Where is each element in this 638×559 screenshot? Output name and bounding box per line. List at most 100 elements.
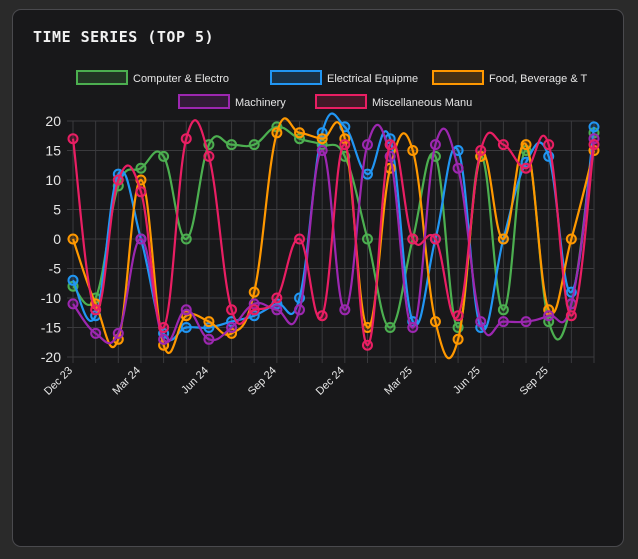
legend-item: Machinery: [178, 94, 286, 109]
card-title: TIME SERIES (TOP 5): [33, 28, 215, 46]
data-point: [226, 322, 238, 333]
series-line: [72, 123, 596, 345]
data-point: [384, 322, 396, 333]
data-point: [294, 127, 306, 139]
data-point: [497, 233, 509, 245]
legend-label: Computer & Electro: [133, 73, 229, 85]
data-point: [158, 333, 170, 345]
data-point: [180, 304, 192, 316]
x-tick-label: Sep 24: [246, 365, 279, 398]
data-point: [180, 233, 192, 245]
data-point: [429, 233, 441, 245]
legend-swatch: [315, 94, 367, 109]
data-point: [226, 139, 238, 151]
y-tick-label: 15: [45, 143, 61, 159]
data-point: [180, 322, 192, 333]
chart-card: TIME SERIES (TOP 5): [12, 9, 624, 547]
data-point: [361, 339, 373, 351]
data-point: [384, 139, 396, 151]
data-point: [361, 139, 373, 151]
data-point: [203, 316, 215, 328]
data-point: [248, 304, 260, 316]
data-point: [203, 150, 215, 162]
data-point: [271, 292, 283, 304]
y-tick-label: -5: [49, 261, 62, 277]
data-point: [407, 233, 419, 245]
y-tick-label: 5: [53, 202, 61, 218]
data-point: [361, 233, 373, 245]
legend-item: Food, Beverage & T: [432, 70, 588, 85]
data-point: [429, 316, 441, 328]
data-point: [543, 139, 555, 151]
data-point: [67, 274, 79, 286]
data-point: [248, 139, 260, 151]
data-point: [90, 327, 102, 339]
data-point: [339, 304, 351, 316]
data-point: [158, 150, 170, 162]
data-point: [294, 304, 306, 316]
data-point: [135, 162, 147, 174]
legend-item: Miscellaneous Manu: [315, 94, 472, 109]
data-point: [203, 333, 215, 345]
data-point: [112, 327, 124, 339]
data-point: [361, 168, 373, 180]
data-point: [90, 304, 102, 316]
data-point: [316, 310, 328, 322]
data-point: [316, 133, 328, 145]
data-point: [316, 145, 328, 156]
y-tick-label: 20: [45, 113, 61, 129]
data-point: [588, 139, 600, 151]
data-point: [565, 233, 577, 245]
y-tick-label: -15: [41, 320, 61, 336]
data-point: [565, 310, 577, 322]
data-point: [67, 233, 79, 245]
data-point: [452, 162, 464, 174]
data-point: [407, 145, 419, 156]
x-tick-label: Mar 24: [110, 365, 143, 398]
data-point: [294, 233, 306, 245]
x-tick-label: Sep 25: [518, 365, 551, 398]
x-tick-label: Dec 23: [42, 365, 75, 398]
x-tick-label: Mar 25: [382, 365, 415, 398]
data-point: [158, 322, 170, 333]
data-point: [452, 333, 464, 345]
y-tick-label: -10: [41, 290, 61, 306]
data-point: [339, 139, 351, 151]
data-point: [497, 139, 509, 151]
legend-swatch: [178, 94, 230, 109]
data-point: [67, 298, 79, 310]
data-point: [520, 162, 532, 174]
data-point: [588, 121, 600, 133]
legend-swatch: [270, 70, 322, 85]
y-tick-label: 0: [53, 231, 61, 247]
data-point: [520, 316, 532, 328]
x-tick-label: Jun 24: [179, 365, 211, 397]
legend-swatch: [432, 70, 484, 85]
x-tick-label: Dec 24: [314, 365, 347, 398]
data-point: [497, 316, 509, 328]
legend-label: Miscellaneous Manu: [372, 97, 472, 109]
data-point: [271, 304, 283, 316]
data-point: [271, 127, 283, 139]
data-point: [67, 133, 79, 145]
legend-label: Food, Beverage & T: [489, 73, 588, 85]
y-tick-label: 10: [45, 172, 61, 188]
data-point: [543, 310, 555, 322]
data-point: [135, 233, 147, 245]
legend-label: Machinery: [235, 97, 286, 109]
data-point: [248, 286, 260, 298]
legend-swatch: [76, 70, 128, 85]
data-point: [452, 310, 464, 322]
data-point: [226, 304, 238, 316]
x-tick-label: Jun 25: [451, 365, 483, 397]
data-point: [135, 186, 147, 198]
data-point: [497, 304, 509, 316]
legend-label: Electrical Equipme: [327, 73, 418, 85]
data-point: [520, 139, 532, 151]
data-point: [180, 133, 192, 145]
y-tick-label: -20: [41, 349, 61, 365]
legend-item: Computer & Electro: [76, 70, 229, 85]
data-point: [112, 174, 124, 186]
series-line: [71, 119, 596, 347]
